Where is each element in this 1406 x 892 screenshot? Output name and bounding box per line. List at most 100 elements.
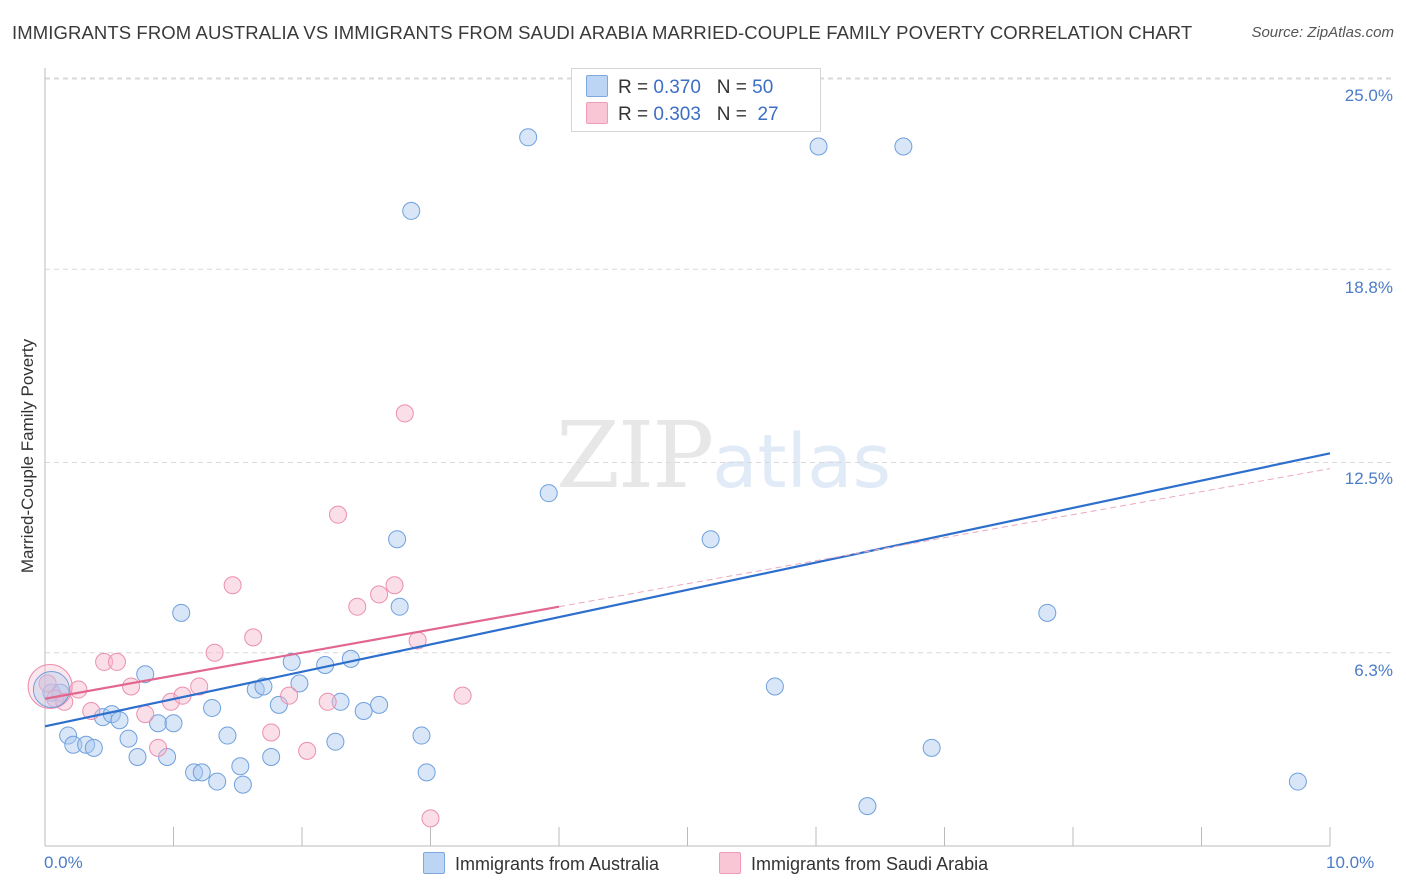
watermark-zip: ZIP xyxy=(556,402,714,509)
point-australia xyxy=(172,603,191,622)
point-australia xyxy=(1038,603,1057,622)
point-australia xyxy=(765,677,784,696)
legend-n-value: 27 xyxy=(757,104,779,125)
point-australia xyxy=(164,714,183,733)
point-australia xyxy=(233,775,252,794)
data-points xyxy=(27,128,1307,828)
point-saudi-arabia xyxy=(395,404,414,423)
point-saudi-arabia xyxy=(328,505,347,524)
point-australia xyxy=(326,732,345,751)
point-australia xyxy=(858,797,877,816)
y-tick-label: 25.0% xyxy=(1344,86,1393,105)
point-australia xyxy=(59,726,78,745)
point-saudi-arabia xyxy=(136,705,155,724)
y-tick-label: 6.3% xyxy=(1354,661,1393,680)
point-saudi-arabia xyxy=(122,677,141,696)
point-saudi-arabia xyxy=(107,652,126,671)
point-saudi-arabia xyxy=(149,738,168,757)
point-saudi-arabia xyxy=(95,652,114,671)
bottom-legend-australia: Immigrants from Australia xyxy=(423,852,659,875)
point-saudi-arabia xyxy=(298,741,317,760)
point-australia xyxy=(262,748,281,767)
point-australia xyxy=(136,665,155,684)
point-saudi-arabia xyxy=(223,576,242,595)
point-australia xyxy=(269,695,288,714)
point-saudi-arabia xyxy=(280,686,299,705)
point-saudi-arabia xyxy=(348,597,367,616)
point-australia xyxy=(254,677,273,696)
grid-lines xyxy=(45,77,1395,654)
point-australia xyxy=(282,652,301,671)
point-australia xyxy=(1288,772,1307,791)
y-axis-label: Married-Couple Family Poverty xyxy=(18,338,37,574)
y-tick-label: 12.5% xyxy=(1344,469,1393,488)
point-saudi-arabia xyxy=(190,677,209,696)
point-australia xyxy=(84,738,103,757)
trend-line-saudi-arabia xyxy=(44,605,560,700)
legend-r-value: 0.370 xyxy=(653,77,701,98)
point-australia xyxy=(203,698,222,717)
chart-title: IMMIGRANTS FROM AUSTRALIA VS IMMIGRANTS … xyxy=(12,22,1193,43)
point-australia xyxy=(539,484,558,503)
y-tick-label: 18.8% xyxy=(1344,278,1393,297)
point-australia xyxy=(388,530,407,549)
legend-r-label: R = xyxy=(618,104,649,125)
point-saudi-arabia xyxy=(262,723,281,742)
point-saudi-arabia xyxy=(318,692,337,711)
point-australia xyxy=(185,763,204,782)
point-australia xyxy=(208,772,227,791)
trend-line-australia xyxy=(44,452,1331,728)
legend-n-value: 50 xyxy=(752,77,774,98)
legend-r-label: R = xyxy=(618,77,649,98)
point-australia xyxy=(402,201,421,220)
point-saudi-arabia xyxy=(69,680,88,699)
point-australia xyxy=(158,748,177,767)
point-australia xyxy=(519,128,538,147)
legend-n-label: N = xyxy=(716,104,747,125)
legend-swatch-australia xyxy=(586,75,608,97)
point-australia xyxy=(110,711,129,730)
bottom-legend-swatch-saudi-arabia xyxy=(719,852,741,874)
point-saudi-arabia xyxy=(421,809,440,828)
bottom-legend-swatch-australia xyxy=(423,852,445,874)
cluster-australia xyxy=(32,671,70,709)
point-saudi-arabia xyxy=(370,585,389,604)
point-australia xyxy=(370,695,389,714)
x-tick-label: 0.0% xyxy=(44,853,83,872)
point-australia xyxy=(354,702,373,721)
point-australia xyxy=(149,714,168,733)
point-australia xyxy=(412,726,431,745)
point-australia xyxy=(809,137,828,156)
point-australia xyxy=(390,597,409,616)
point-australia xyxy=(192,763,211,782)
point-australia xyxy=(894,137,913,156)
trend-lines xyxy=(44,452,1331,728)
axes xyxy=(44,68,1331,847)
x-tick-label: 10.0% xyxy=(1326,853,1375,872)
point-australia xyxy=(128,748,147,767)
point-australia xyxy=(119,729,138,748)
legend-n-label: N = xyxy=(716,77,747,98)
point-australia xyxy=(290,674,309,693)
legend-row-saudi-arabia: R = 0.303 N = 27 xyxy=(586,102,779,126)
point-australia xyxy=(922,738,941,757)
point-australia xyxy=(331,692,350,711)
legend-r-value: 0.303 xyxy=(653,104,701,125)
point-australia xyxy=(64,735,83,754)
point-australia xyxy=(701,530,720,549)
legend-row-australia: R = 0.370 N = 50 xyxy=(586,75,773,99)
point-saudi-arabia xyxy=(385,576,404,595)
point-saudi-arabia xyxy=(244,628,263,647)
point-saudi-arabia xyxy=(38,674,57,693)
bottom-legend-saudi-arabia: Immigrants from Saudi Arabia xyxy=(719,852,988,875)
trend-extension-saudi-arabia xyxy=(558,468,1331,608)
point-saudi-arabia xyxy=(453,686,472,705)
point-australia xyxy=(218,726,237,745)
chart-source: Source: ZipAtlas.com xyxy=(1251,24,1394,41)
legend: R = 0.370 N = 50 R = 0.303 N = 27 xyxy=(571,68,821,132)
point-saudi-arabia xyxy=(205,643,224,662)
point-australia xyxy=(231,757,250,776)
point-australia xyxy=(341,649,360,668)
point-australia xyxy=(417,763,436,782)
